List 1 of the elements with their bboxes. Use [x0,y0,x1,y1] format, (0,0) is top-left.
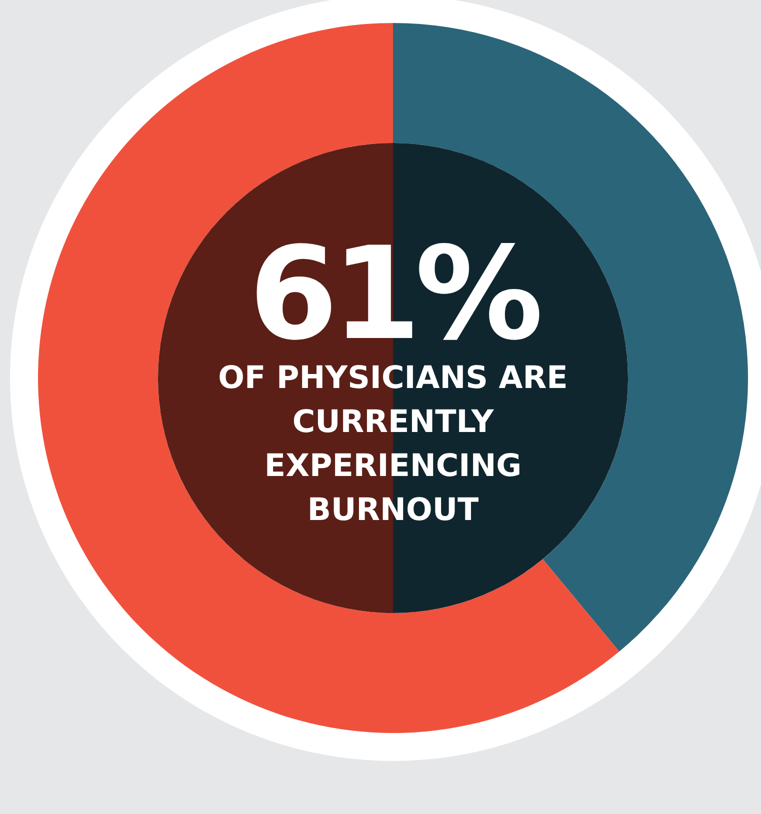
donut-slice [38,23,620,733]
